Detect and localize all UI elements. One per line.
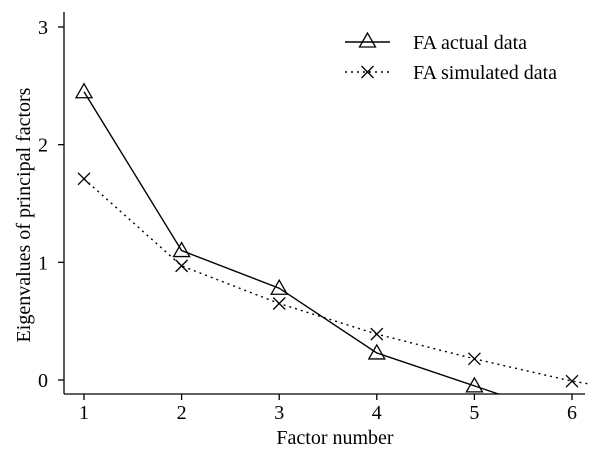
x-marker	[272, 297, 286, 310]
triangle-marker	[465, 376, 484, 393]
x-marker	[77, 172, 91, 186]
x-marker	[565, 374, 579, 388]
legend-triangle-marker	[358, 31, 377, 48]
y-tick-label: 2	[38, 135, 48, 157]
legend: FA actual data FA simulated data	[345, 31, 557, 84]
x-marker	[467, 352, 481, 366]
x-tick-label: 1	[79, 402, 89, 424]
x-axis-title: Factor number	[276, 427, 394, 449]
triangle-marker	[172, 241, 191, 258]
y-tick-label: 3	[38, 17, 48, 39]
legend-label-actual: FA actual data	[413, 32, 527, 54]
x-tick-label: 2	[177, 402, 187, 424]
series-line-actual	[83, 91, 500, 395]
x-tick-label: 5	[469, 402, 479, 424]
y-axis-title: Eigenvalues of principal factors	[13, 87, 35, 342]
x-tick-label: 4	[372, 402, 382, 424]
series-layer	[74, 82, 590, 395]
ticks: 1 2 3 4 5 6 0 1 2 3	[38, 17, 577, 424]
triangle-marker	[74, 82, 94, 99]
y-tick-label: 0	[38, 370, 48, 392]
triangle-marker	[367, 343, 386, 360]
x-tick-label: 3	[274, 402, 284, 424]
series-line-simulated	[83, 178, 590, 385]
triangle-marker	[270, 278, 289, 295]
x-marker	[175, 259, 189, 273]
x-tick-label: 6	[567, 402, 577, 424]
legend-x-marker	[361, 65, 374, 79]
y-tick-label: 1	[38, 252, 48, 274]
x-marker	[370, 327, 384, 341]
legend-label-simulated: FA simulated data	[413, 62, 557, 84]
